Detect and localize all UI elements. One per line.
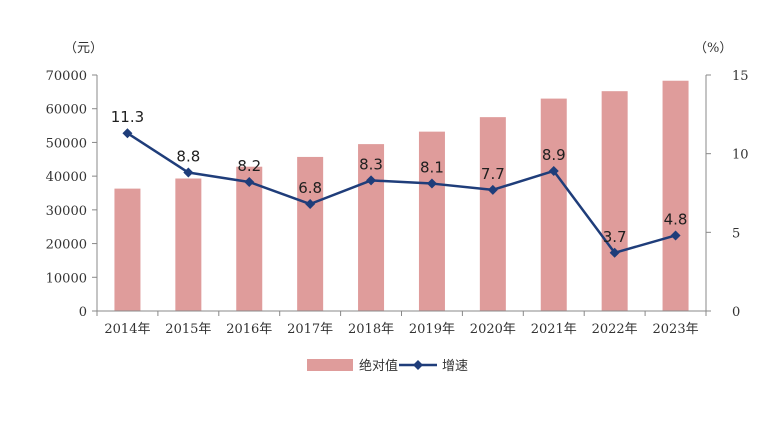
left-y-axis-unit: （元） bbox=[64, 41, 103, 56]
legend-swatch-bar bbox=[307, 359, 353, 371]
growth-data-label: 8.2 bbox=[237, 157, 261, 175]
x-tick-label: 2014年 bbox=[104, 322, 150, 337]
growth-point bbox=[426, 178, 437, 189]
legend-label-line: 增速 bbox=[442, 359, 468, 374]
growth-point bbox=[244, 176, 255, 187]
x-tick-label: 2022年 bbox=[592, 322, 638, 337]
legend-label-bar: 绝对值 bbox=[359, 358, 398, 374]
axes-layer: （元） （%） bbox=[64, 41, 732, 312]
growth-point bbox=[487, 184, 498, 195]
left-y-tick-label: 10000 bbox=[46, 271, 87, 286]
bar bbox=[358, 144, 385, 311]
left-y-tick-label: 70000 bbox=[46, 69, 87, 84]
bar bbox=[479, 117, 506, 312]
growth-point bbox=[183, 167, 194, 178]
growth-data-label: 7.7 bbox=[481, 165, 505, 183]
bar bbox=[114, 188, 141, 311]
x-tick-label: 2017年 bbox=[287, 322, 333, 337]
x-tick-label: 2021年 bbox=[531, 322, 577, 337]
growth-data-label: 11.3 bbox=[111, 108, 144, 126]
x-tick-label: 2020年 bbox=[470, 322, 516, 337]
bar bbox=[297, 156, 324, 311]
x-tick-label: 2019年 bbox=[409, 322, 455, 337]
left-y-tick-label: 20000 bbox=[46, 238, 87, 253]
growth-point bbox=[609, 247, 620, 258]
x-tick-label: 2018年 bbox=[348, 322, 394, 337]
right-y-tick-label: 0 bbox=[732, 305, 740, 320]
growth-data-label: 8.9 bbox=[542, 146, 566, 164]
growth-point bbox=[670, 230, 681, 241]
line-layer: 11.3 8.8 8.2 6.8 8.3 8.1 7.7 8.9 3.7 4.8 bbox=[111, 108, 688, 258]
left-y-tick-label: 0 bbox=[79, 305, 87, 320]
x-tick-label: 2023年 bbox=[653, 322, 699, 337]
growth-data-label: 8.3 bbox=[359, 155, 383, 173]
growth-data-label: 8.8 bbox=[176, 148, 200, 166]
growth-data-label: 6.8 bbox=[298, 179, 322, 197]
bar bbox=[236, 166, 263, 311]
right-y-tick-label: 15 bbox=[732, 69, 749, 84]
right-y-axis-unit: （%） bbox=[694, 41, 732, 56]
bar bbox=[662, 80, 689, 311]
bar bbox=[540, 98, 567, 311]
growth-data-label: 3.7 bbox=[603, 228, 627, 246]
growth-data-label: 4.8 bbox=[664, 210, 688, 228]
legend-diamond-icon bbox=[413, 360, 423, 370]
left-y-tick-label: 50000 bbox=[46, 136, 87, 151]
left-y-tick-label: 40000 bbox=[46, 170, 87, 185]
ticks-layer: 2014年 2015年 2016年 2017年 2018年 2019年 2020年 2021年… bbox=[46, 69, 749, 337]
bar bbox=[601, 91, 628, 311]
bar bbox=[175, 178, 202, 311]
growth-line bbox=[126, 132, 676, 255]
right-y-tick-label: 5 bbox=[732, 226, 740, 241]
growth-point bbox=[305, 199, 316, 210]
x-tick-label: 2015年 bbox=[165, 322, 211, 337]
growth-point bbox=[122, 128, 133, 139]
growth-point bbox=[366, 175, 377, 186]
x-tick-label: 2016年 bbox=[226, 322, 272, 337]
growth-point bbox=[548, 165, 559, 176]
growth-data-label: 8.1 bbox=[420, 159, 444, 177]
bars-layer bbox=[114, 80, 689, 312]
right-y-tick-label: 10 bbox=[732, 148, 749, 163]
left-y-tick-label: 30000 bbox=[46, 204, 87, 219]
legend: 绝对值 增速 bbox=[307, 358, 468, 374]
left-y-tick-label: 60000 bbox=[46, 103, 87, 118]
bar bbox=[418, 131, 445, 311]
